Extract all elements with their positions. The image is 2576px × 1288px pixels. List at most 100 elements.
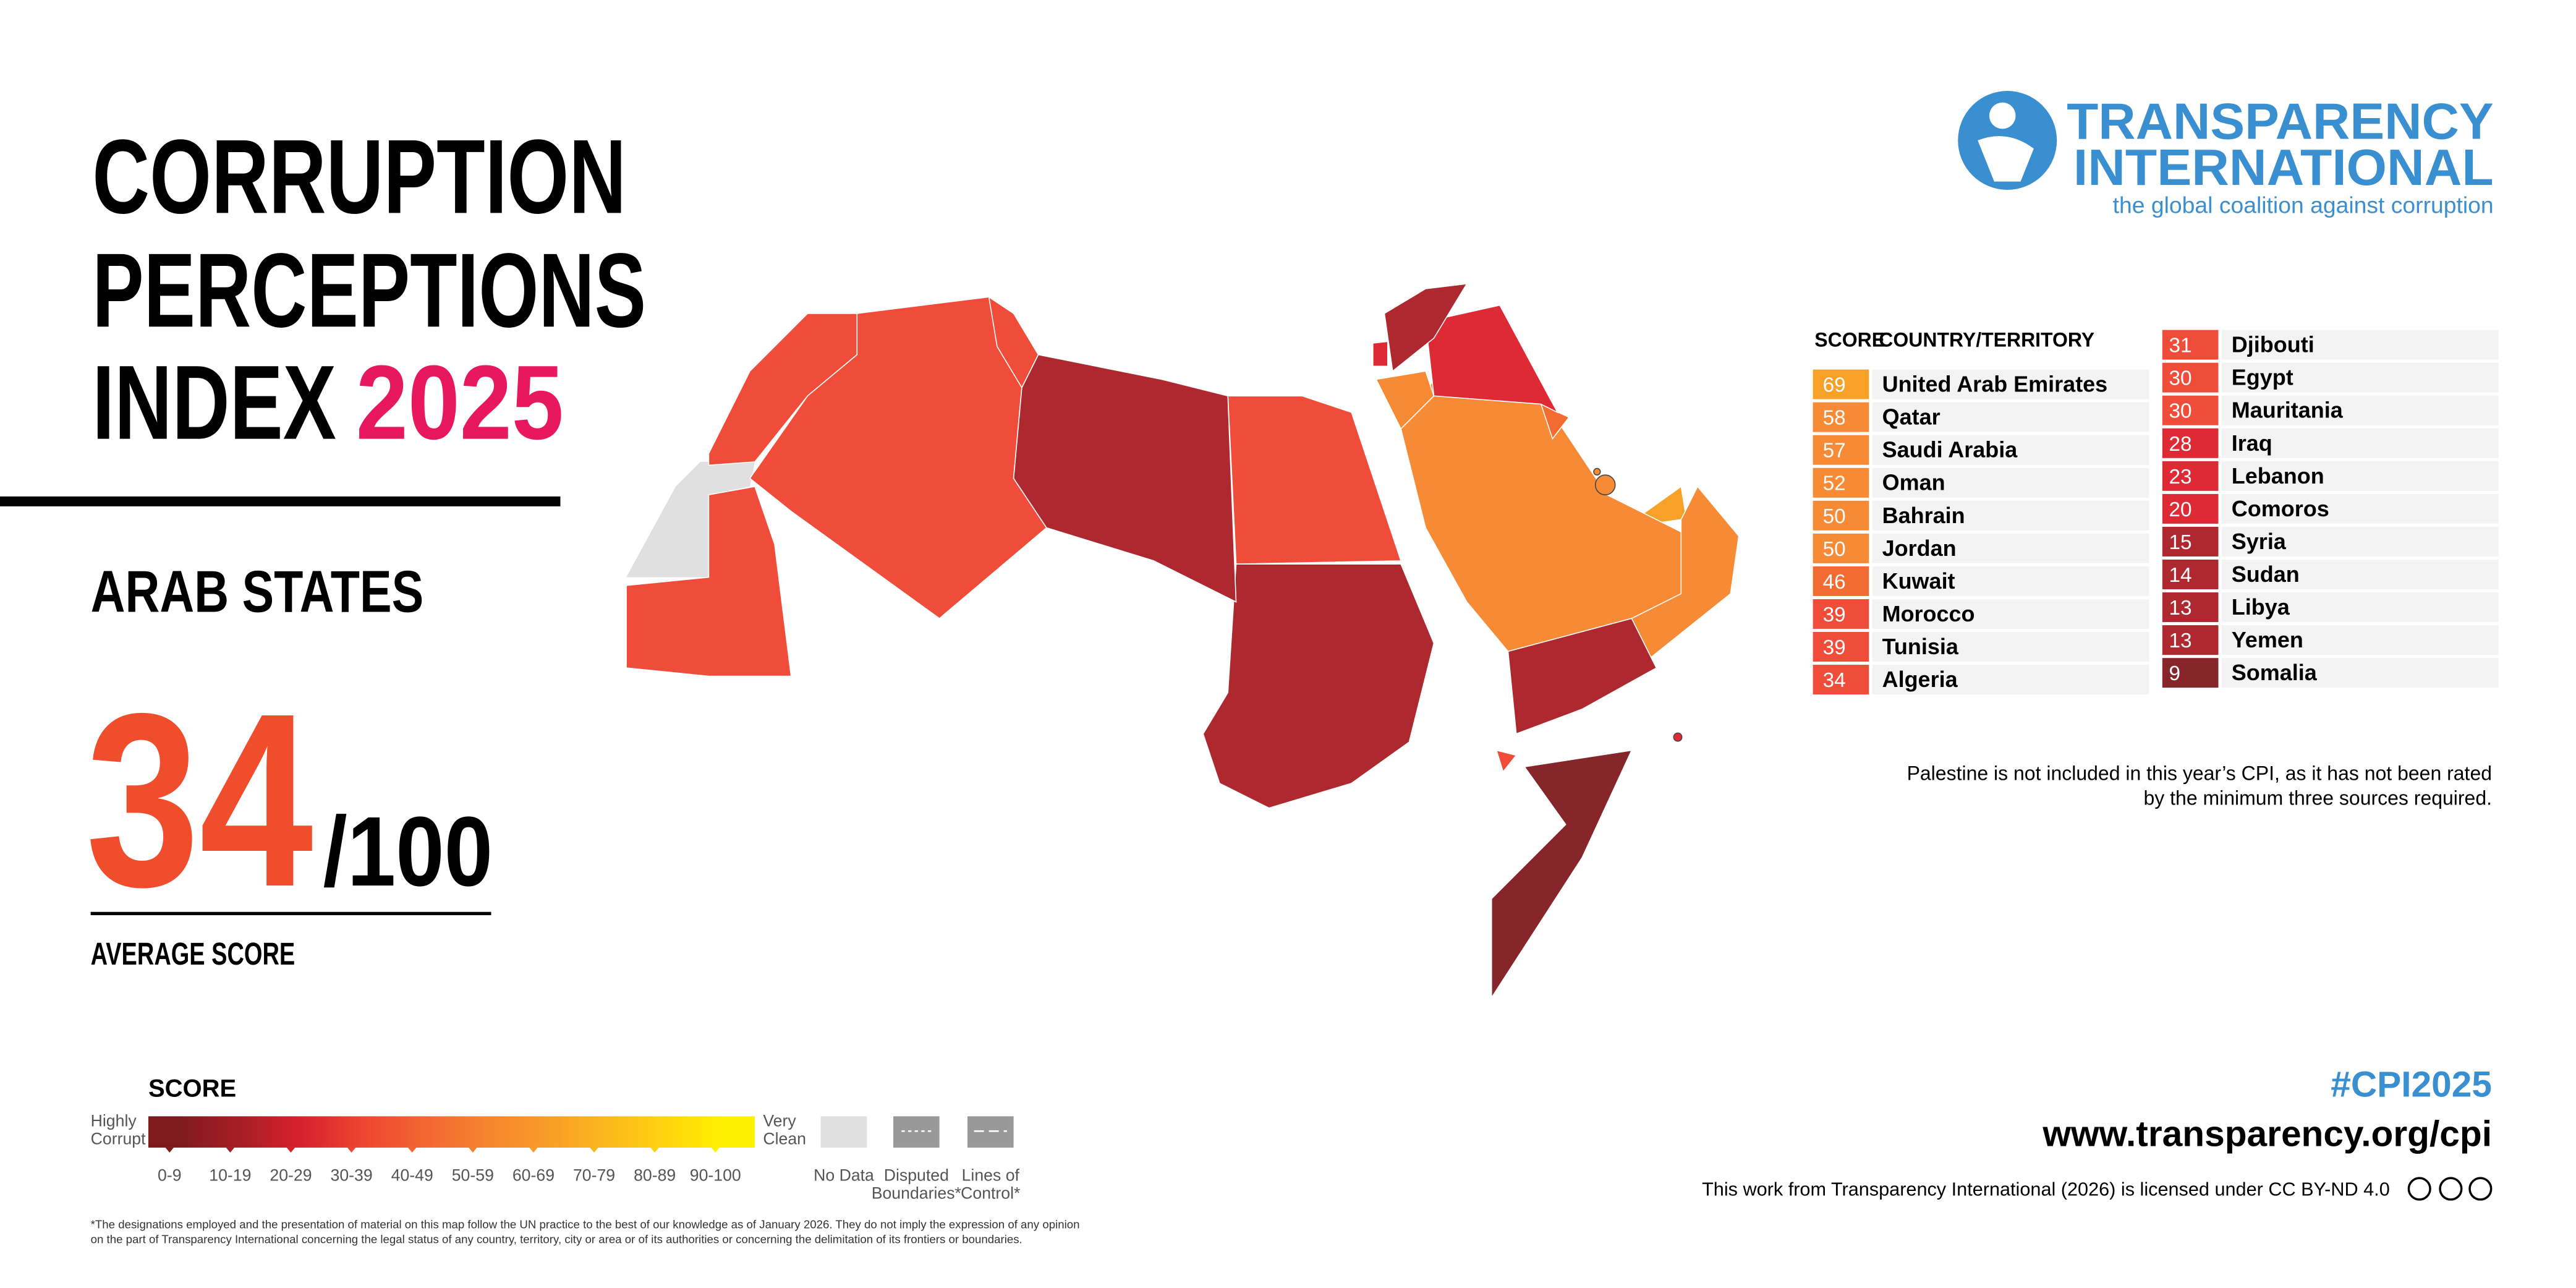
out-of: /100 (323, 796, 493, 906)
country: Yemen (2232, 627, 2303, 652)
country (1372, 341, 1388, 367)
country (1495, 749, 1518, 773)
row-band (2221, 658, 2499, 688)
country: Algeria (1882, 667, 1958, 692)
country: Morocco (1882, 601, 1975, 626)
logo-line: TRANSPARENCY (2067, 92, 2494, 150)
score: 39 (1823, 636, 1846, 659)
note: by the minimum three sources required. (2144, 787, 2493, 809)
bin-tick (711, 1147, 720, 1153)
logo-head (1989, 102, 2016, 129)
score-box (1813, 435, 1869, 465)
no-data-label: No Data (814, 1166, 874, 1184)
disputed-label: Boundaries* (872, 1184, 961, 1203)
footnote: on the part of Transparency Internationa… (91, 1233, 1022, 1246)
country (1013, 354, 1237, 603)
no-data-region (626, 461, 755, 578)
score-box (2162, 362, 2219, 393)
legend-low: Corrupt (91, 1130, 146, 1148)
hashtag: #CPI2025 (2331, 1064, 2492, 1104)
country: Qatar (1882, 404, 1941, 430)
row-band (2221, 493, 2499, 524)
score: 15 (2169, 531, 2191, 554)
legend-high: Clean (763, 1130, 806, 1148)
country (1594, 474, 1616, 496)
cc-icon (2407, 1177, 2431, 1201)
score-box (2162, 330, 2219, 360)
score-box (1813, 369, 1869, 399)
loc-label: Control* (961, 1184, 1020, 1203)
bin-tick (469, 1147, 477, 1153)
country (626, 485, 792, 677)
row-band (1872, 369, 2149, 399)
score: 9 (2169, 662, 2180, 685)
score-box (2162, 625, 2219, 655)
country: Saudi Arabia (1882, 437, 2018, 463)
title-year: 2025 (356, 344, 564, 462)
country: Comoros (2232, 496, 2329, 521)
bin-tick (590, 1147, 598, 1153)
score: 34 (1823, 669, 1846, 692)
score-box (2162, 428, 2219, 458)
footnote: *The designations employed and the prese… (91, 1218, 1080, 1231)
country: Bahrain (1882, 503, 1965, 528)
cc-icons (2407, 1177, 2493, 1201)
legend-low: Highly (91, 1111, 137, 1130)
title-line: CORRUPTION (92, 118, 626, 236)
row-band (2221, 428, 2499, 458)
country: Iraq (2232, 430, 2272, 456)
bin-label: 40-49 (391, 1166, 433, 1184)
row-band (1872, 632, 2149, 662)
score-box (1813, 467, 1869, 498)
divider (0, 496, 561, 506)
country (1384, 283, 1468, 372)
score: 50 (1823, 538, 1846, 561)
country (1490, 749, 1633, 1000)
score-box (2162, 395, 2219, 425)
country: Libya (2232, 594, 2290, 620)
row-band (1872, 566, 2149, 596)
row-band (1872, 435, 2149, 465)
legend-high: Very (763, 1111, 796, 1130)
score-box (2162, 493, 2219, 524)
logo-tagline: the global coalition against corruption (2113, 192, 2494, 218)
score: 30 (2169, 400, 2191, 423)
bin-tick (650, 1147, 659, 1153)
bin-label: 30-39 (331, 1166, 373, 1184)
score: 30 (2169, 367, 2191, 390)
logo: TRANSPARENCY INTERNATIONAL the global co… (1958, 91, 2494, 218)
row-band (2221, 362, 2499, 393)
bin-tick (165, 1147, 174, 1153)
bin-tick (529, 1147, 538, 1153)
legend-title: SCORE (148, 1075, 236, 1102)
score: 20 (2169, 498, 2191, 521)
score-box (1813, 566, 1869, 596)
score: 50 (1823, 505, 1846, 528)
bin-tick (286, 1147, 295, 1153)
score: 52 (1823, 472, 1846, 495)
row-band (2221, 559, 2499, 589)
no-data-swatch (820, 1116, 867, 1148)
country (1631, 485, 1740, 661)
score: 13 (2169, 597, 2191, 620)
country (1507, 618, 1657, 735)
score-box (2162, 658, 2219, 688)
score-box (2162, 592, 2219, 623)
score-box (2162, 559, 2219, 589)
row-band (2221, 526, 2499, 557)
score-box (1813, 632, 1869, 662)
bin-label: 70-79 (573, 1166, 615, 1184)
country: Somalia (2232, 660, 2318, 685)
bin-label: 10-19 (209, 1166, 251, 1184)
row-band (2221, 395, 2499, 425)
score-box (1813, 533, 1869, 563)
score: 23 (2169, 466, 2191, 488)
bin-tick (408, 1147, 417, 1153)
score: 57 (1823, 440, 1846, 463)
score: 31 (2169, 335, 2191, 357)
row-band (1872, 665, 2149, 695)
underline (90, 911, 491, 916)
country: Djibouti (2232, 332, 2315, 357)
by-icon (2439, 1177, 2463, 1201)
logo-body (1978, 136, 2034, 182)
